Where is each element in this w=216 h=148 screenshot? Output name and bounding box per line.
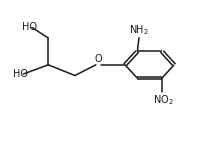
Text: O: O bbox=[95, 54, 102, 64]
Text: NO$_2$: NO$_2$ bbox=[152, 94, 173, 107]
Text: HO: HO bbox=[22, 22, 37, 32]
Text: NH$_2$: NH$_2$ bbox=[129, 23, 149, 37]
Text: HO: HO bbox=[13, 69, 28, 79]
